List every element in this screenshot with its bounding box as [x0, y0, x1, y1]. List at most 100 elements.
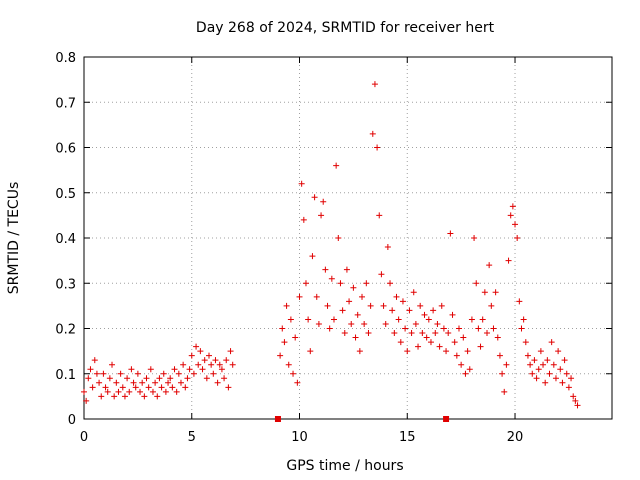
data-point — [492, 289, 499, 296]
data-point — [311, 194, 318, 201]
data-point — [322, 266, 329, 273]
data-point — [91, 357, 98, 364]
data-point — [516, 298, 523, 305]
data-point — [537, 348, 544, 355]
data-point — [227, 348, 234, 355]
data-point — [546, 370, 553, 377]
data-point — [143, 375, 150, 382]
data-point — [432, 330, 439, 337]
data-point — [479, 316, 486, 323]
data-point — [499, 370, 506, 377]
y-axis-label: SRMTID / TECUs — [6, 182, 22, 295]
data-point — [455, 325, 462, 332]
data-point — [415, 343, 422, 350]
data-point — [333, 162, 340, 169]
data-point — [406, 307, 413, 314]
data-point — [475, 325, 482, 332]
data-point — [458, 361, 465, 368]
data-point — [486, 262, 493, 269]
data-point — [419, 330, 426, 337]
data-point — [524, 352, 531, 359]
data-point — [466, 366, 473, 373]
data-point — [384, 244, 391, 251]
data-point — [535, 366, 542, 373]
data-point — [102, 384, 109, 391]
data-point — [208, 361, 215, 368]
data-point — [367, 302, 374, 309]
data-point — [195, 361, 202, 368]
data-point — [205, 352, 212, 359]
data-point — [438, 302, 445, 309]
data-point — [167, 375, 174, 382]
data-point — [540, 361, 547, 368]
data-point — [145, 384, 152, 391]
data-point — [180, 361, 187, 368]
data-point — [449, 311, 456, 318]
data-point — [165, 379, 172, 386]
data-point — [186, 366, 193, 373]
data-point — [356, 348, 363, 355]
data-point — [468, 316, 475, 323]
data-point — [559, 379, 566, 386]
data-point — [309, 253, 316, 260]
data-point — [156, 375, 163, 382]
y-tick-label: 0.3 — [55, 277, 76, 292]
data-point — [104, 388, 111, 395]
data-point — [171, 366, 178, 373]
data-point — [305, 316, 312, 323]
data-point — [128, 366, 135, 373]
data-point — [218, 366, 225, 373]
data-point — [395, 316, 402, 323]
data-point — [565, 384, 572, 391]
x-axis-ticks: 0 5 10 15 20 — [80, 57, 523, 445]
data-point — [376, 212, 383, 219]
data-point — [369, 130, 376, 137]
data-point — [139, 379, 146, 386]
data-point — [518, 325, 525, 332]
data-point — [307, 348, 314, 355]
data-point — [229, 361, 236, 368]
data-point — [363, 280, 370, 287]
chart-title: Day 268 of 2024, SRMTID for receiver her… — [196, 20, 495, 36]
data-point — [563, 370, 570, 377]
data-point — [87, 366, 94, 373]
data-point — [190, 370, 197, 377]
data-point — [89, 384, 96, 391]
data-point — [550, 361, 557, 368]
data-point — [85, 375, 92, 382]
data-point — [100, 370, 107, 377]
data-point — [374, 144, 381, 151]
x-axis-label: GPS time / hours — [286, 458, 403, 474]
data-point — [335, 235, 342, 241]
data-point — [203, 375, 210, 382]
data-point — [488, 302, 495, 309]
x-tick-label: 20 — [507, 430, 524, 445]
data-point — [93, 370, 100, 377]
data-point — [130, 379, 137, 386]
y-tick-label: 0.5 — [55, 187, 76, 202]
data-point — [225, 384, 232, 391]
data-point — [169, 384, 176, 391]
data-point — [330, 316, 337, 323]
data-point — [436, 343, 443, 350]
data-point — [223, 357, 230, 364]
data-point — [193, 343, 200, 350]
data-point — [106, 375, 113, 382]
data-point — [154, 393, 161, 400]
data-point — [496, 352, 503, 359]
x-tick-label: 0 — [80, 430, 88, 445]
data-point — [313, 293, 320, 300]
data-point — [221, 375, 228, 382]
data-point — [522, 339, 529, 346]
data-point — [494, 334, 501, 341]
data-point — [343, 266, 350, 273]
data-point — [507, 212, 514, 219]
data-point — [214, 379, 221, 386]
data-point — [417, 302, 424, 309]
data-point — [177, 379, 184, 386]
data-point — [188, 352, 195, 359]
data-point — [412, 320, 419, 327]
y-tick-label: 0 — [68, 413, 76, 428]
data-point — [350, 284, 357, 291]
